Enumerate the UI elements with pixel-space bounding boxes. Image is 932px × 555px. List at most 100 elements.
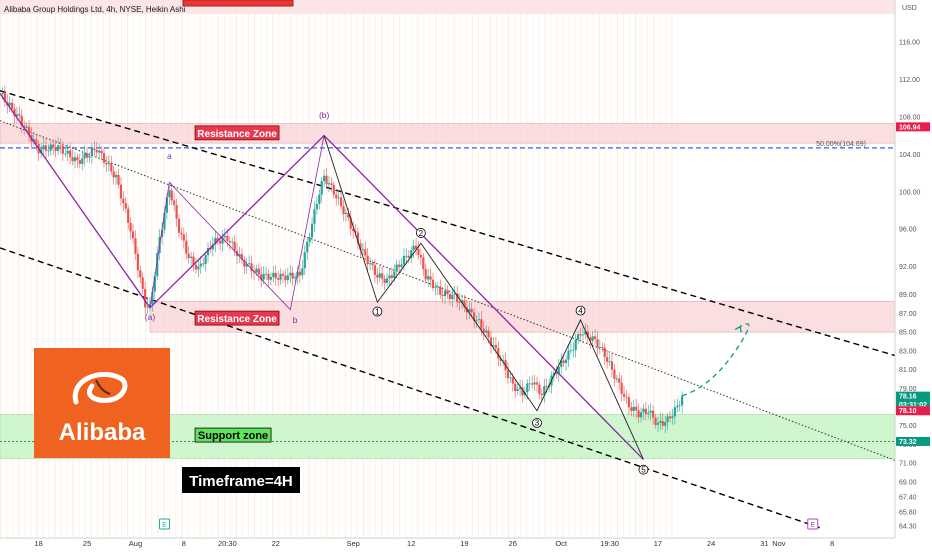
x-tick-label: 19:30 bbox=[600, 539, 619, 548]
candle-body bbox=[182, 234, 185, 241]
candle-body bbox=[601, 347, 604, 348]
candle-body bbox=[308, 237, 311, 242]
candle-body bbox=[20, 115, 23, 126]
session-stripe bbox=[223, 14, 225, 538]
projection-arrow-icon bbox=[734, 325, 742, 333]
candle-body bbox=[533, 382, 536, 385]
session-stripe bbox=[447, 14, 449, 538]
candle-body bbox=[482, 328, 485, 333]
candle-body bbox=[107, 163, 110, 165]
candle-body bbox=[494, 345, 497, 348]
zone-label: Resistance Zone bbox=[197, 129, 277, 140]
session-stripe bbox=[562, 14, 564, 538]
session-stripe bbox=[405, 14, 407, 538]
candle-body bbox=[673, 407, 676, 417]
candle-body bbox=[56, 145, 60, 151]
wave-12345-line bbox=[323, 135, 644, 460]
candle-body bbox=[272, 272, 275, 278]
candle-body bbox=[98, 150, 101, 153]
candle-body bbox=[593, 336, 597, 340]
session-stripe bbox=[495, 14, 498, 538]
y-tick-label: 100.00 bbox=[899, 189, 921, 196]
candle-body bbox=[574, 339, 577, 350]
candle-body bbox=[407, 255, 410, 258]
candle-body bbox=[1, 93, 4, 94]
candle-body bbox=[622, 393, 626, 397]
session-stripe bbox=[471, 14, 473, 538]
candle-body bbox=[402, 256, 406, 265]
candle-body bbox=[509, 377, 512, 379]
session-stripe bbox=[550, 14, 552, 538]
candle-body bbox=[676, 405, 679, 408]
session-stripe bbox=[647, 14, 649, 538]
candle-body bbox=[414, 245, 418, 249]
candle-body bbox=[419, 254, 422, 258]
candle-body bbox=[649, 410, 652, 413]
candle-body bbox=[460, 300, 464, 303]
session-stripe bbox=[489, 14, 492, 538]
candle-body bbox=[66, 150, 69, 154]
candle-body bbox=[356, 232, 360, 244]
session-stripe bbox=[24, 14, 26, 538]
candle-body bbox=[313, 209, 316, 224]
channel-lower-line bbox=[0, 247, 823, 530]
candle-body bbox=[78, 160, 81, 164]
candle-body bbox=[231, 241, 234, 243]
x-tick-label: Sep bbox=[346, 539, 359, 548]
candle-body bbox=[306, 241, 309, 253]
session-stripe bbox=[6, 14, 8, 538]
session-stripe bbox=[102, 14, 105, 538]
header-red-block bbox=[182, 0, 294, 7]
candle-body bbox=[598, 347, 601, 348]
x-tick-label: 19 bbox=[460, 539, 468, 548]
y-tick-label: 65.80 bbox=[899, 509, 917, 516]
session-stripe bbox=[84, 14, 86, 538]
candle-body bbox=[139, 270, 142, 278]
candle-body bbox=[255, 268, 258, 273]
session-stripe bbox=[501, 14, 504, 538]
session-stripe bbox=[120, 14, 123, 538]
candle-body bbox=[59, 145, 62, 147]
candle-body bbox=[279, 273, 282, 280]
candle-body bbox=[197, 266, 200, 270]
candle-body bbox=[569, 350, 572, 352]
candle-body bbox=[562, 360, 565, 363]
candle-body bbox=[470, 308, 473, 313]
event-marker-label: E bbox=[810, 522, 815, 529]
channel-upper-line bbox=[0, 90, 896, 357]
x-tick-label: Nov bbox=[772, 539, 786, 548]
candle-body bbox=[584, 331, 587, 335]
candle-body bbox=[620, 382, 623, 394]
candle-body bbox=[681, 396, 684, 406]
candle-body bbox=[214, 237, 217, 245]
candle-body bbox=[199, 263, 202, 267]
candle-body bbox=[298, 271, 302, 276]
candle-body bbox=[615, 378, 618, 380]
candle-body bbox=[344, 212, 348, 214]
session-stripe bbox=[435, 14, 437, 538]
candle-body bbox=[102, 153, 106, 163]
candle-body bbox=[610, 361, 614, 370]
candle-body bbox=[54, 147, 57, 151]
candle-body bbox=[122, 198, 125, 204]
candle-body bbox=[238, 254, 241, 257]
candle-body bbox=[381, 273, 384, 279]
candle-body bbox=[591, 336, 594, 341]
timeframe-label: Timeframe=4H bbox=[189, 473, 293, 490]
candle-body bbox=[514, 383, 517, 392]
candle-body bbox=[189, 256, 193, 259]
candle-body bbox=[301, 268, 304, 276]
session-stripe bbox=[429, 14, 431, 538]
candle-body bbox=[625, 396, 628, 398]
candle-body bbox=[165, 197, 169, 213]
candle-body bbox=[427, 276, 430, 280]
candle-body bbox=[405, 255, 408, 257]
logo-smile-icon bbox=[95, 379, 111, 395]
session-stripe bbox=[374, 14, 377, 538]
session-stripe bbox=[592, 14, 594, 538]
candle-body bbox=[163, 212, 166, 230]
candle-body bbox=[177, 218, 181, 233]
